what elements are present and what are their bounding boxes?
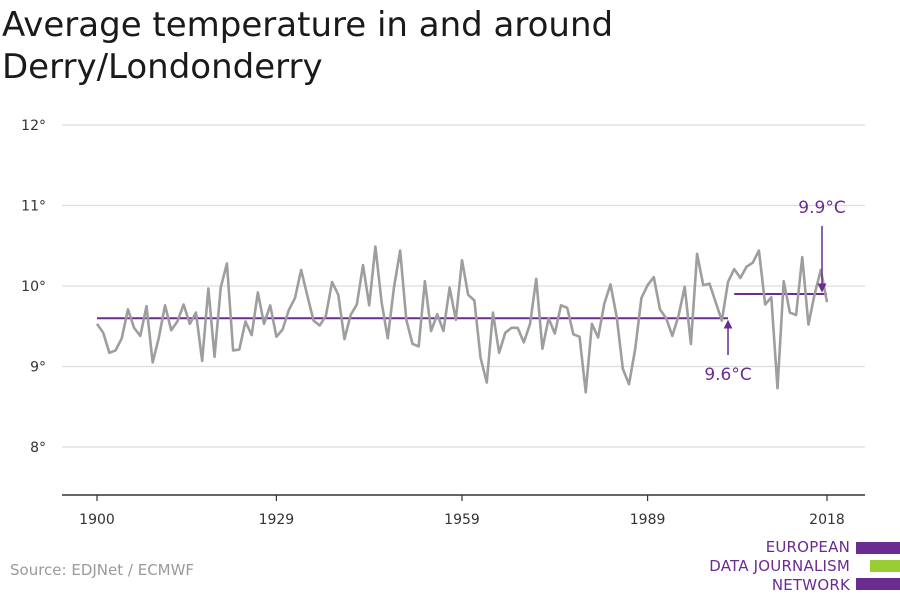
chart-title-line-2: Derry/Londonderry	[2, 47, 323, 87]
logo-bar-top	[856, 542, 900, 554]
logo-text-line-3: NETWORK	[771, 576, 850, 594]
temperature-series-line	[95, 245, 829, 394]
x-tick-label-1900: 1900	[79, 512, 115, 528]
chart-title: Average temperature in and around Derry/…	[2, 4, 702, 88]
y-tick-label-9: 9°	[30, 360, 46, 376]
y-tick-label-11: 11°	[21, 199, 46, 215]
source-note: Source: EDJNet / ECMWF	[10, 561, 195, 579]
x-tick-label-1989: 1989	[630, 512, 666, 528]
logo-text-line-1: EUROPEAN	[765, 538, 850, 556]
chart-title-line-1: Average temperature in and around	[2, 5, 614, 45]
logo-text-line-2: DATA JOURNALISM	[709, 557, 850, 575]
logo-bar-bottom	[856, 578, 900, 590]
logo-bar-middle	[870, 560, 900, 572]
y-tick-label-8: 8°	[30, 440, 46, 456]
x-tick-label-1959: 1959	[444, 512, 480, 528]
x-tick-label-1929: 1929	[259, 512, 295, 528]
y-tick-label-10: 10°	[21, 279, 46, 295]
y-tick-label-12: 12°	[21, 118, 46, 134]
x-tick-label-2018: 2018	[809, 512, 845, 528]
edjnet-logo: EUROPEAN DATA JOURNALISM NETWORK	[700, 538, 900, 600]
annotation-label-2: 9.9°C	[798, 198, 845, 218]
annotation-label-1: 9.6°C	[704, 365, 751, 385]
